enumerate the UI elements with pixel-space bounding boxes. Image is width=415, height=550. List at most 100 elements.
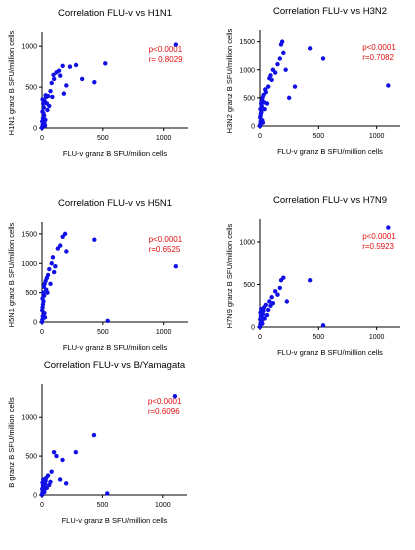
- x-tick-label: 0: [258, 133, 262, 140]
- stats-annotation: p<0.0001: [149, 45, 183, 54]
- data-point: [49, 261, 54, 266]
- x-tick-label: 0: [40, 329, 44, 336]
- stats-annotation: p<0.0001: [362, 43, 396, 52]
- scatter-panel-3: Correlation FLU-v vs H5N1 0 500 1000 0 500 100…: [7, 198, 188, 352]
- data-point: [292, 84, 298, 89]
- data-point: [73, 62, 79, 68]
- data-point: [41, 105, 47, 110]
- x-axis-label: FLU-v granz B SFU/million cells: [62, 516, 168, 525]
- x-tick-label: 1000: [369, 334, 385, 341]
- data-point: [67, 64, 73, 69]
- data-point: [272, 70, 278, 75]
- data-point: [279, 39, 285, 44]
- data-point: [259, 109, 264, 115]
- y-axis-label: H1N1 granz B SFU/million cells: [7, 30, 16, 135]
- data-point: [42, 315, 48, 320]
- data-point: [173, 42, 179, 47]
- data-point: [272, 289, 278, 294]
- data-point: [260, 120, 266, 125]
- data-point: [54, 453, 59, 459]
- data-point: [50, 255, 56, 260]
- scatter-panel-1: Correlation FLU-v vs H1N1 0 500 1000 0 500 100…: [7, 8, 188, 158]
- data-point: [79, 76, 85, 82]
- data-point: [51, 269, 57, 275]
- data-point: [260, 321, 265, 326]
- data-point: [283, 67, 288, 72]
- data-point: [92, 237, 97, 242]
- data-point: [45, 272, 51, 278]
- data-point: [261, 308, 266, 314]
- y-tick-label: 1500: [239, 39, 255, 46]
- data-point: [55, 246, 61, 251]
- x-axis-label: FLU-v granz B SFU/milion cells: [63, 149, 167, 158]
- data-point: [307, 278, 313, 283]
- stats-annotation: p<0.0001: [149, 235, 183, 244]
- data-point: [60, 234, 65, 240]
- data-point: [281, 50, 286, 56]
- data-point: [51, 72, 56, 78]
- y-tick-label: 1000: [239, 240, 255, 247]
- data-point: [58, 73, 63, 78]
- chart-title: Correlation FLU-v vs H7N9: [273, 195, 387, 206]
- data-point: [270, 301, 276, 306]
- x-tick-label: 1000: [156, 329, 172, 336]
- data-point: [48, 479, 53, 484]
- y-tick-label: 0: [251, 325, 255, 332]
- chart-title: Correlation FLU-v vs B/Yamagata: [44, 360, 186, 371]
- y-tick-label: 500: [243, 282, 255, 289]
- stats-annotation: r=0.6525: [149, 245, 181, 254]
- data-point: [64, 249, 69, 254]
- data-point: [60, 63, 65, 69]
- y-tick-label: 500: [25, 85, 37, 92]
- x-tick-label: 500: [312, 334, 324, 341]
- y-axis-label: B granz B SFU/million cells: [7, 397, 16, 488]
- y-tick-label: 0: [33, 126, 37, 133]
- stats-annotation: r=0.6096: [148, 407, 180, 416]
- data-point: [172, 394, 178, 399]
- data-point: [386, 83, 391, 88]
- data-point: [263, 302, 269, 308]
- data-point: [41, 113, 47, 118]
- data-point: [50, 94, 55, 100]
- stats-annotation: r=0.5923: [362, 242, 394, 251]
- data-point: [173, 263, 179, 269]
- data-point: [386, 225, 391, 230]
- x-tick-label: 500: [97, 135, 109, 142]
- data-point: [51, 450, 57, 455]
- y-tick-label: 1000: [21, 261, 37, 268]
- data-point: [277, 285, 283, 291]
- y-tick-label: 1500: [21, 231, 37, 238]
- x-axis-label: FLU-v granz B SFU/million cells: [277, 348, 383, 357]
- x-tick-label: 1000: [369, 133, 385, 140]
- stats-annotation: r=0.7082: [362, 53, 394, 62]
- data-point: [40, 305, 45, 310]
- data-point: [265, 307, 271, 313]
- data-point: [105, 491, 110, 496]
- data-point: [103, 61, 108, 66]
- data-point: [63, 481, 69, 486]
- data-point: [91, 432, 97, 438]
- data-point: [275, 292, 280, 297]
- data-point: [284, 299, 290, 304]
- data-point: [62, 231, 68, 237]
- data-point: [60, 457, 65, 463]
- stats-annotation: p<0.0001: [148, 397, 182, 406]
- data-point: [265, 84, 271, 89]
- y-axis-label: H7N9 granz B SFU/million cells: [225, 223, 234, 328]
- data-point: [47, 103, 52, 109]
- data-point: [320, 323, 326, 328]
- chart-title: Correlation FLU-v vs H5N1: [58, 198, 172, 209]
- data-point: [51, 76, 57, 82]
- x-tick-label: 500: [312, 133, 324, 140]
- data-point: [43, 117, 48, 123]
- data-point: [56, 68, 62, 73]
- data-point: [45, 107, 50, 113]
- data-point: [258, 113, 263, 119]
- data-point: [47, 266, 52, 272]
- data-point: [44, 485, 50, 491]
- y-tick-label: 500: [243, 95, 255, 102]
- x-tick-label: 1000: [155, 502, 171, 509]
- data-point: [263, 90, 269, 95]
- y-tick-label: 500: [25, 454, 37, 461]
- x-tick-label: 500: [97, 329, 109, 336]
